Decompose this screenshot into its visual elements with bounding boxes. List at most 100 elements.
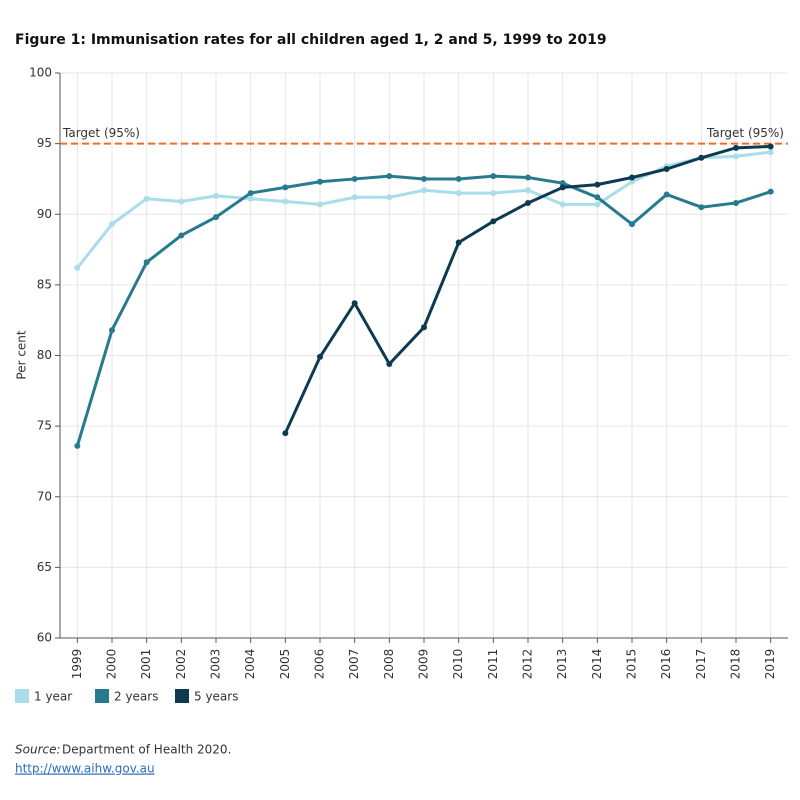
data-point [629, 174, 635, 181]
data-point [317, 201, 323, 208]
data-point [455, 175, 462, 182]
y-tick-label: 75 [37, 419, 52, 433]
x-tick-label: 2013 [555, 649, 569, 680]
data-point [767, 143, 774, 150]
data-point [594, 201, 601, 208]
x-tick-label: 2012 [521, 649, 535, 680]
x-tick-label: 2003 [209, 649, 223, 680]
legend-swatch [175, 689, 189, 703]
y-tick-label: 95 [37, 136, 52, 150]
data-point [421, 187, 427, 194]
y-tick-label: 60 [37, 631, 52, 645]
data-point [698, 154, 705, 161]
x-tick-label: 2000 [105, 649, 119, 680]
data-point [455, 239, 462, 246]
x-tick-label: 2009 [417, 649, 431, 680]
data-point [213, 192, 219, 199]
x-tick-label: 2015 [625, 649, 639, 680]
y-tick-label: 80 [37, 348, 52, 362]
data-point [525, 199, 531, 206]
data-point [247, 190, 254, 197]
data-point [317, 178, 323, 185]
source-text: Department of Health 2020. [62, 743, 231, 757]
data-point [282, 184, 289, 191]
y-tick-label: 65 [37, 560, 52, 574]
data-point [317, 353, 323, 360]
data-point [386, 360, 393, 367]
x-tick-label: 2008 [382, 649, 396, 680]
x-tick-label: 2017 [694, 649, 708, 680]
y-tick-label: 100 [29, 66, 52, 80]
data-point [663, 166, 670, 173]
data-point [178, 232, 185, 239]
data-point [629, 221, 635, 228]
data-point [421, 324, 427, 331]
x-tick-label: 2002 [174, 649, 188, 680]
data-point [594, 181, 601, 188]
data-point [525, 187, 531, 194]
data-point [490, 218, 497, 225]
target-label: Target (95%) [706, 126, 784, 140]
x-tick-label: 2005 [278, 649, 292, 680]
data-point [559, 201, 566, 208]
data-point [351, 300, 358, 307]
x-tick-label: 2014 [590, 649, 604, 680]
chart-title: Figure 1: Immunisation rates for all chi… [15, 32, 607, 48]
legend-label: 1 year [34, 690, 72, 704]
link[interactable]: http://www.aihw.gov.au [15, 762, 155, 776]
data-point [733, 144, 739, 151]
x-tick-label: 2006 [313, 649, 327, 680]
data-point [109, 221, 115, 228]
data-point [490, 173, 497, 180]
data-point [74, 264, 81, 271]
data-point [698, 204, 705, 211]
data-point [767, 149, 774, 156]
data-point [733, 153, 739, 160]
legend-label: 2 years [114, 690, 158, 704]
data-point [629, 178, 635, 185]
data-point [109, 327, 115, 334]
x-tick-label: 2004 [243, 649, 257, 680]
y-axis-label: Per cent [15, 330, 29, 380]
y-tick-label: 70 [37, 489, 52, 503]
x-tick-label: 2019 [763, 649, 777, 680]
data-point [455, 190, 462, 197]
x-tick-label: 2016 [659, 649, 673, 680]
legend-swatch [95, 689, 109, 703]
source-label: Source: [15, 743, 61, 757]
data-point [351, 175, 358, 182]
data-point [421, 175, 427, 182]
target-label: Target (95%) [62, 126, 140, 140]
data-point [559, 180, 566, 187]
data-point [351, 194, 358, 201]
data-point [525, 174, 531, 181]
data-point [247, 195, 254, 202]
data-point [663, 191, 670, 198]
data-point [282, 198, 289, 205]
x-tick-label: 2001 [139, 649, 153, 680]
data-point [178, 198, 185, 205]
x-tick-label: 1999 [70, 649, 84, 680]
data-point [282, 430, 289, 437]
x-tick-label: 2018 [729, 649, 743, 680]
data-point [490, 190, 497, 197]
x-tick-label: 2010 [451, 649, 465, 680]
legend-label: 5 years [194, 690, 238, 704]
data-point [213, 214, 219, 221]
x-tick-label: 2007 [347, 649, 361, 680]
x-tick-label: 2011 [486, 649, 500, 680]
data-point [143, 259, 150, 266]
data-point [386, 194, 393, 201]
y-tick-label: 90 [37, 207, 52, 221]
link-text[interactable]: http://www.aihw.gov.au [15, 762, 155, 776]
data-point [386, 173, 393, 180]
legend-swatch [15, 689, 29, 703]
data-point [594, 194, 601, 201]
y-tick-label: 85 [37, 277, 52, 291]
data-point [559, 184, 566, 191]
data-point [733, 199, 739, 206]
data-point [767, 188, 774, 195]
data-point [143, 195, 150, 202]
data-point [74, 442, 81, 449]
